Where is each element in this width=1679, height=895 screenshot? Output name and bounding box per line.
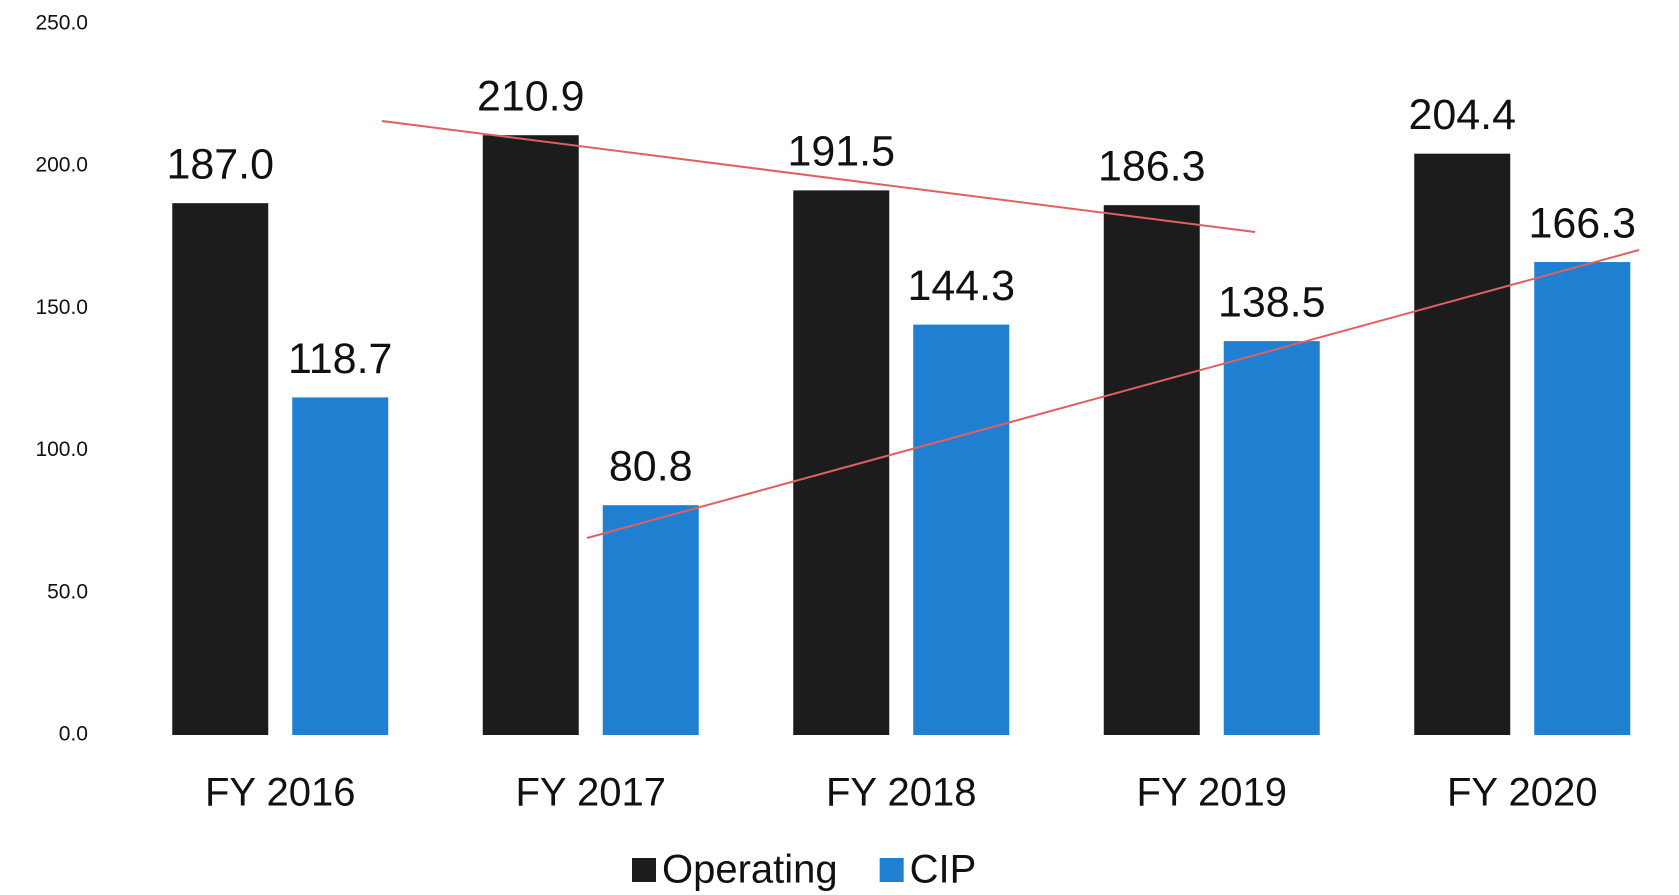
data-label: 118.7	[288, 335, 392, 383]
bar	[482, 135, 579, 736]
data-label: 166.3	[1528, 199, 1636, 247]
trend-line	[381, 120, 1256, 233]
bar	[913, 324, 1010, 735]
y-tick-label: 50.0	[47, 580, 88, 603]
data-label: 186.3	[1098, 143, 1206, 191]
data-label: 187.0	[166, 141, 274, 189]
x-tick-label: FY 2017	[516, 771, 667, 815]
y-tick-label: 250.0	[35, 12, 88, 35]
y-tick-label: 100.0	[35, 438, 88, 461]
trend-line	[586, 249, 1640, 539]
legend-swatch	[632, 858, 656, 882]
bar	[172, 203, 269, 735]
x-tick-label: FY 2018	[826, 771, 977, 815]
bar	[1534, 262, 1631, 735]
legend-swatch	[879, 858, 904, 882]
y-tick-label: 0.0	[59, 723, 88, 746]
x-tick-label: FY 2019	[1137, 771, 1288, 815]
data-label: 138.5	[1218, 278, 1326, 326]
bar	[292, 397, 389, 735]
data-label: 80.8	[609, 443, 693, 491]
bar	[1223, 341, 1320, 735]
data-label: 204.4	[1408, 91, 1516, 139]
y-tick-label: 150.0	[35, 296, 88, 319]
legend-label: CIP	[910, 848, 977, 892]
bar	[793, 190, 890, 735]
bar	[602, 505, 699, 735]
data-label: 191.5	[787, 128, 895, 176]
x-tick-label: FY 2020	[1447, 771, 1598, 815]
legend-label: Operating	[662, 848, 838, 892]
data-label: 144.3	[907, 262, 1015, 310]
bar	[1414, 153, 1511, 735]
x-tick-label: FY 2016	[205, 771, 356, 815]
y-tick-label: 200.0	[35, 154, 88, 177]
data-label: 210.9	[477, 73, 585, 121]
bar	[1103, 205, 1200, 736]
